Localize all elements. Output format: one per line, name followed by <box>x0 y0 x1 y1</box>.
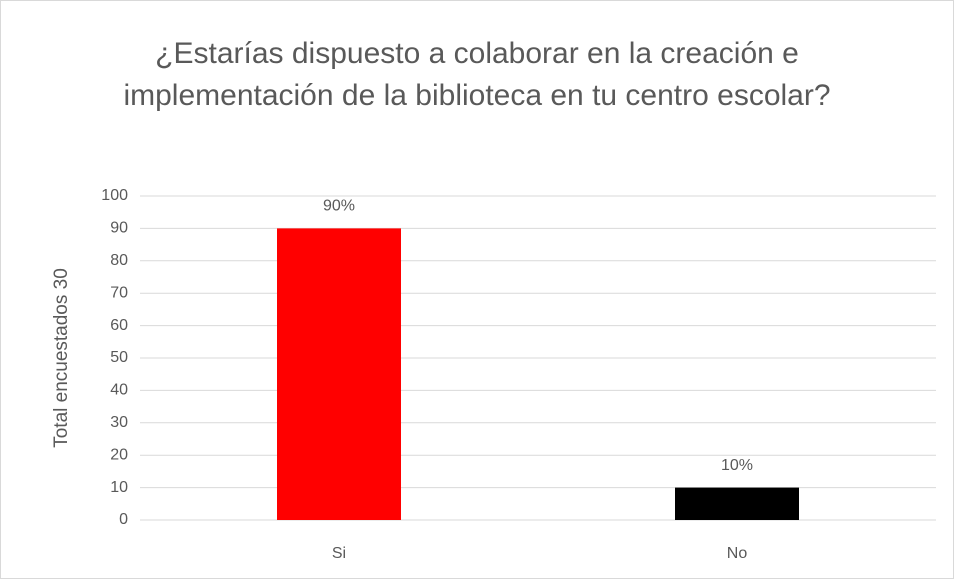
y-tick-label: 20 <box>110 446 128 463</box>
y-tick-label: 10 <box>110 479 128 496</box>
y-tick-label: 90 <box>110 220 128 237</box>
y-tick-label: 100 <box>101 187 128 204</box>
y-tick-label: 30 <box>110 414 128 431</box>
y-axis-label: Total encuestados 30 <box>51 268 72 448</box>
data-label: 90% <box>323 198 355 215</box>
bar <box>675 487 799 520</box>
bar <box>277 228 401 520</box>
y-tick-label: 80 <box>110 252 128 269</box>
y-tick-label: 40 <box>110 382 128 399</box>
data-label: 10% <box>721 457 753 474</box>
chart-title: ¿Estarías dispuesto a colaborar en la cr… <box>123 37 831 112</box>
x-tick-label: Si <box>332 545 346 562</box>
y-tick-label: 0 <box>119 511 128 528</box>
x-tick-label: No <box>727 545 748 562</box>
y-tick-label: 50 <box>110 349 128 366</box>
y-tick-label: 70 <box>110 284 128 301</box>
y-tick-label: 60 <box>110 317 128 334</box>
